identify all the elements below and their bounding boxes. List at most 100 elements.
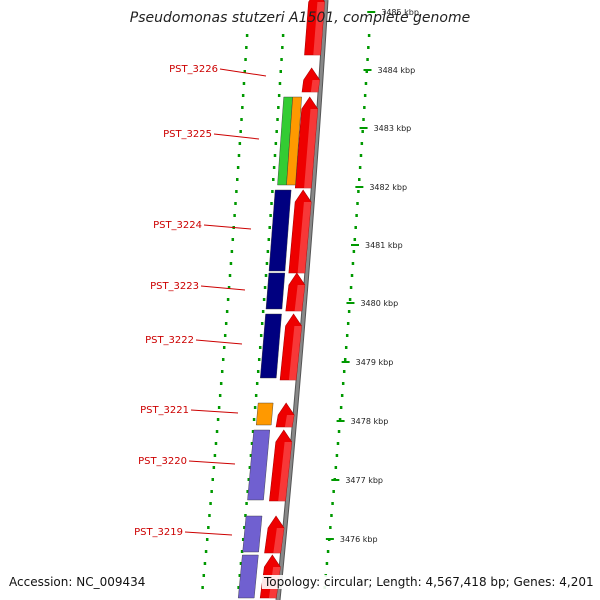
ring-dot [359, 154, 363, 157]
ring-dot [247, 478, 251, 481]
cog-block-purple [237, 554, 259, 599]
ring-dot [205, 538, 209, 541]
kbp-label: 3483 kbp [374, 124, 412, 133]
ring-dot [348, 298, 352, 301]
ring-dot [217, 406, 221, 409]
ring-dot [360, 142, 364, 145]
ring-dot [222, 346, 226, 349]
ring-dot [251, 430, 255, 433]
ring-dot [267, 238, 271, 241]
ring-dot [226, 298, 230, 301]
ring-dot [240, 550, 244, 553]
ring-dot [214, 442, 218, 445]
ring-dot [213, 454, 217, 457]
ring-dot [332, 490, 335, 493]
ring-dot [259, 334, 263, 337]
gene-label: PST_3221 [140, 405, 189, 416]
ring-dot [280, 58, 283, 61]
ring-dot [363, 94, 367, 97]
gene-label-leader [190, 409, 239, 414]
kbp-label: 3476 kbp [340, 535, 378, 544]
ring-dot [254, 394, 258, 397]
ring-dot [278, 82, 282, 85]
ring-dot [223, 334, 227, 337]
gene-label: PST_3220 [138, 456, 187, 467]
ring-dot [255, 382, 259, 385]
ring-dot [264, 274, 268, 277]
gene-arrow-shade [284, 415, 295, 427]
ring-dot [253, 406, 257, 409]
gene-label: PST_3224 [153, 220, 202, 231]
ring-dot [245, 46, 248, 49]
ring-dot [274, 142, 278, 145]
ring-dot [362, 118, 365, 121]
ring-dot [356, 202, 359, 205]
ring-dot [340, 394, 344, 397]
ring-dot [350, 274, 354, 277]
ring-dot [239, 562, 243, 565]
ring-dot [366, 58, 369, 61]
ring-dot [229, 262, 233, 265]
gene-label-leader [219, 68, 267, 77]
ring-dot [241, 106, 244, 109]
ring-dot [277, 106, 280, 109]
cog-block-orange [286, 96, 302, 186]
ring-dot [358, 178, 361, 181]
ring-dot [241, 538, 245, 541]
ring-dot [225, 310, 229, 313]
ring-dot [211, 478, 215, 481]
cog-block-navy [268, 189, 292, 272]
ring-dot [352, 250, 356, 253]
kbp-label: 3479 kbp [356, 358, 394, 367]
ring-dot [249, 454, 253, 457]
ring-dot [357, 190, 360, 193]
map-title: Pseudomonas stutzeri A1501, complete gen… [129, 10, 471, 26]
ring-dot [276, 118, 279, 121]
ring-dot [215, 430, 219, 433]
gene-label-leader [195, 339, 243, 345]
ring-dot [236, 166, 240, 169]
ring-dot [341, 382, 345, 385]
ring-dot [237, 586, 240, 589]
ring-dot [248, 466, 252, 469]
ring-dot [260, 322, 264, 325]
ring-dot [204, 550, 208, 553]
gene-label-leader [200, 285, 246, 291]
ring-dot [281, 46, 284, 49]
cog-block-purple [242, 515, 263, 553]
ring-dot [275, 130, 278, 133]
backbone-line [276, 0, 328, 600]
ring-dot [268, 226, 271, 229]
ring-dot [273, 154, 277, 157]
ring-dot [250, 442, 254, 445]
kbp-label: 3481 kbp [365, 241, 403, 250]
kbp-label: 3480 kbp [360, 299, 398, 308]
ring-dot [245, 502, 248, 505]
gene-arrow-shade [273, 528, 285, 553]
ring-dot [262, 298, 266, 301]
ring-dot [209, 502, 212, 505]
kbp-label: 3477 kbp [345, 476, 383, 485]
gene-arrow-shade [294, 285, 305, 311]
ring-dot [363, 106, 366, 109]
ring-dot [231, 238, 235, 241]
ring-dot [346, 322, 350, 325]
ring-dot [358, 166, 362, 169]
ring-dot [201, 586, 204, 589]
ring-dot [263, 286, 267, 289]
ring-dot [210, 490, 213, 493]
ring-dot [270, 202, 273, 205]
ring-dot [354, 226, 357, 229]
gene-label-leader [188, 460, 236, 465]
ring-dot [238, 574, 242, 577]
ring-dot [212, 466, 216, 469]
ring-dot [234, 202, 237, 205]
cog-block-navy [260, 313, 282, 379]
ring-dot [237, 154, 241, 157]
cog-block-purple [247, 429, 271, 501]
gene-label: PST_3222 [145, 335, 194, 346]
gene-arrow-shade [297, 202, 312, 273]
ring-dot [236, 178, 239, 181]
ring-dot [347, 310, 351, 313]
ring-dot [228, 274, 232, 277]
